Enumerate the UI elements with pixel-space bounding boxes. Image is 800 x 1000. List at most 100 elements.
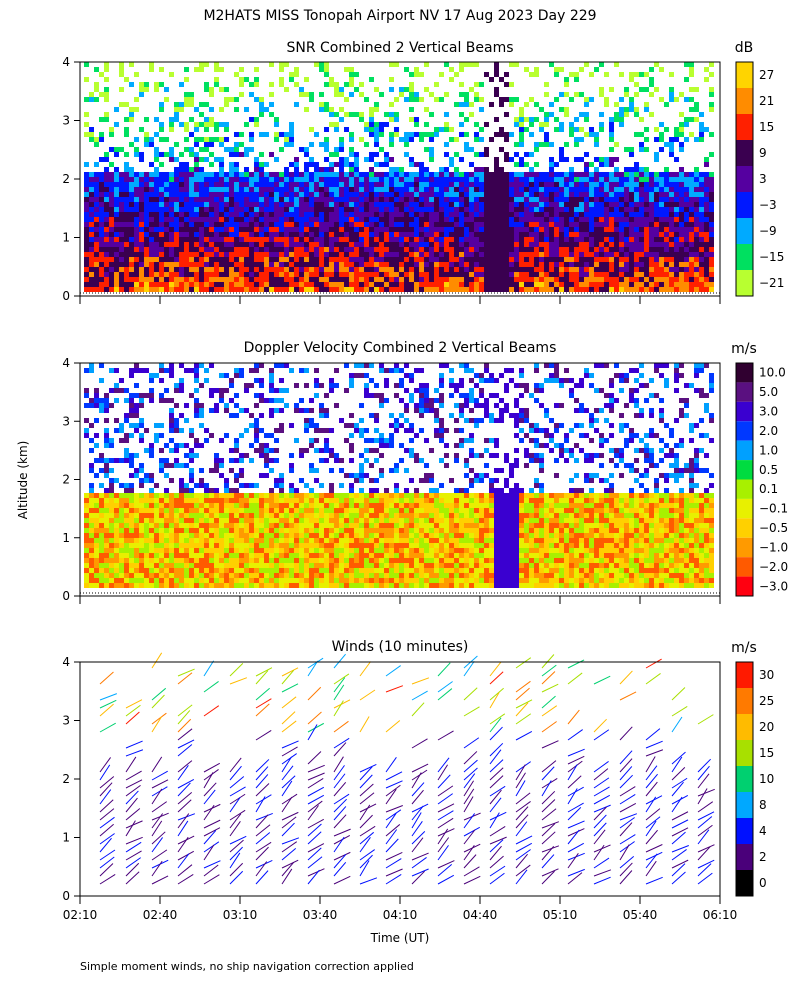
heatmap-cell xyxy=(129,483,134,488)
heatmap-cell xyxy=(224,252,229,257)
heatmap-cell xyxy=(314,62,319,67)
heatmap-cell xyxy=(209,518,214,523)
heatmap-cell xyxy=(594,267,599,272)
heatmap-cell xyxy=(439,207,444,212)
heatmap-cell xyxy=(639,272,644,277)
heatmap-cell xyxy=(579,282,584,287)
heatmap-cell xyxy=(199,237,204,242)
heatmap-cell xyxy=(224,578,229,583)
heatmap-cell xyxy=(519,177,524,182)
heatmap-cell xyxy=(239,132,244,137)
heatmap-cell xyxy=(294,72,299,77)
colorbar-label: 15 xyxy=(759,120,774,134)
heatmap-cell xyxy=(684,77,689,82)
heatmap-cell xyxy=(154,192,159,197)
heatmap-cell xyxy=(639,192,644,197)
heatmap-cell xyxy=(379,187,384,192)
heatmap-cell xyxy=(334,152,339,157)
heatmap-cell xyxy=(574,242,579,247)
heatmap-cell xyxy=(254,528,259,533)
heatmap-cell xyxy=(89,197,94,202)
heatmap-cell xyxy=(164,272,169,277)
heatmap-cell xyxy=(679,127,684,132)
heatmap-cell xyxy=(299,147,304,152)
heatmap-cell xyxy=(114,523,119,528)
heatmap-cell xyxy=(204,583,209,588)
heatmap-cell xyxy=(354,72,359,77)
heatmap-cell xyxy=(594,262,599,267)
heatmap-cell xyxy=(374,227,379,232)
heatmap-cell xyxy=(629,217,634,222)
heatmap-cell xyxy=(599,272,604,277)
heatmap-cell xyxy=(324,257,329,262)
heatmap-cell xyxy=(294,237,299,242)
heatmap-cell xyxy=(709,192,714,197)
heatmap-cell xyxy=(259,513,264,518)
heatmap-cell xyxy=(559,222,564,227)
heatmap-cell xyxy=(229,162,234,167)
heatmap-cell xyxy=(574,202,579,207)
heatmap-cell xyxy=(459,67,464,72)
heatmap-cell xyxy=(469,172,474,177)
heatmap-cell xyxy=(234,473,239,478)
heatmap-cell xyxy=(219,247,224,252)
heatmap-cell xyxy=(709,197,714,202)
heatmap-cell xyxy=(699,212,704,217)
heatmap-cell xyxy=(309,197,314,202)
heatmap-cell xyxy=(104,583,109,588)
heatmap-cell xyxy=(119,87,124,92)
heatmap-cell xyxy=(369,252,374,257)
heatmap-cell xyxy=(219,187,224,192)
heatmap-cell xyxy=(219,563,224,568)
heatmap-cell xyxy=(314,272,319,277)
heatmap-cell xyxy=(139,558,144,563)
heatmap-cell xyxy=(189,177,194,182)
heatmap-cell xyxy=(159,578,164,583)
heatmap-cell xyxy=(199,177,204,182)
heatmap-cell xyxy=(599,287,604,292)
heatmap-cell xyxy=(369,272,374,277)
heatmap-cell xyxy=(549,177,554,182)
heatmap-cell xyxy=(284,252,289,257)
heatmap-cell xyxy=(584,257,589,262)
heatmap-cell xyxy=(344,127,349,132)
heatmap-cell xyxy=(334,262,339,267)
heatmap-cell xyxy=(209,182,214,187)
heatmap-cell xyxy=(679,202,684,207)
heatmap-cell xyxy=(584,132,589,137)
heatmap-cell xyxy=(559,107,564,112)
heatmap-cell xyxy=(524,287,529,292)
heatmap-cell xyxy=(689,242,694,247)
heatmap-cell xyxy=(139,578,144,583)
heatmap-cell xyxy=(529,217,534,222)
heatmap-cell xyxy=(419,172,424,177)
heatmap-cell xyxy=(534,272,539,277)
heatmap-cell xyxy=(499,77,504,82)
heatmap-cell xyxy=(439,197,444,202)
heatmap-cell xyxy=(229,232,234,237)
heatmap-cell xyxy=(229,287,234,292)
heatmap-cell xyxy=(294,82,299,87)
heatmap-cell xyxy=(104,267,109,272)
heatmap-cell xyxy=(679,252,684,257)
heatmap-cell xyxy=(544,197,549,202)
heatmap-cell xyxy=(184,453,189,458)
heatmap-cell xyxy=(194,573,199,578)
heatmap-cell xyxy=(639,117,644,122)
heatmap-cell xyxy=(474,272,479,277)
heatmap-cell xyxy=(104,97,109,102)
heatmap-cell xyxy=(254,503,259,508)
heatmap-cell xyxy=(239,197,244,202)
heatmap-cell xyxy=(344,112,349,117)
heatmap-cell xyxy=(314,192,319,197)
heatmap-cell xyxy=(239,373,244,378)
heatmap-cell xyxy=(124,418,129,423)
heatmap-cell xyxy=(434,272,439,277)
heatmap-cell xyxy=(419,222,424,227)
heatmap-cell xyxy=(89,282,94,287)
heatmap-cell xyxy=(574,157,579,162)
heatmap-cell xyxy=(634,277,639,282)
heatmap-cell xyxy=(324,227,329,232)
heatmap-cell xyxy=(689,272,694,277)
heatmap-cell xyxy=(594,197,599,202)
